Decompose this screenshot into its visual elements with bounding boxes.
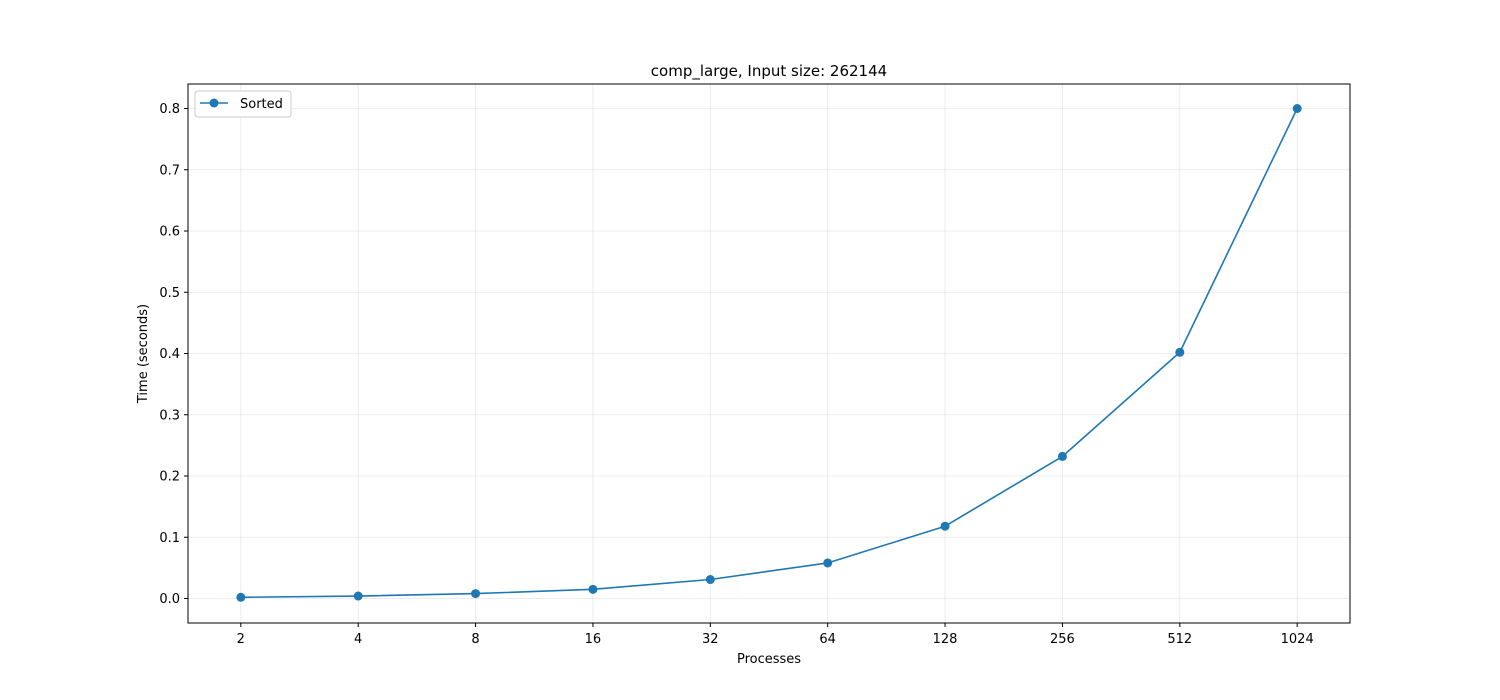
y-tick-label: 0.2 <box>159 470 180 485</box>
x-tick-label: 1024 <box>1281 632 1314 647</box>
x-tick-label: 32 <box>702 632 719 647</box>
data-point <box>236 592 246 602</box>
x-tick-label: 128 <box>933 632 958 647</box>
data-point <box>588 584 598 594</box>
data-point <box>353 591 363 601</box>
x-tick-label: 512 <box>1167 632 1192 647</box>
y-tick-label: 0.1 <box>159 531 180 546</box>
data-point <box>1057 451 1067 461</box>
data-point <box>1175 347 1185 357</box>
legend-label-sorted: Sorted <box>240 97 283 112</box>
y-tick-label: 0.4 <box>159 347 180 362</box>
series-layer <box>236 104 1302 602</box>
x-tick-label: 256 <box>1050 632 1075 647</box>
x-tick-label: 4 <box>354 632 362 647</box>
y-tick-label: 0.5 <box>159 286 180 301</box>
data-point <box>1292 104 1302 113</box>
data-point <box>705 575 715 585</box>
x-axis-ticks: 2 4 8 16 32 64 128 256 512 1024 <box>237 623 1314 647</box>
grid <box>188 84 1350 623</box>
data-point <box>823 558 833 568</box>
x-axis-label: Processes <box>737 652 801 667</box>
x-tick-label: 16 <box>585 632 602 647</box>
legend-box <box>194 90 292 118</box>
legend-marker-sorted <box>209 98 219 108</box>
series-line-sorted <box>240 107 1298 599</box>
y-tick-label: 0.6 <box>159 225 180 240</box>
y-axis-ticks: 0.0 0.1 0.2 0.3 0.4 0.5 0.6 0.7 0.8 <box>159 102 188 607</box>
x-tick-label: 8 <box>471 632 479 647</box>
data-point <box>940 521 950 531</box>
y-tick-label: 0.7 <box>159 163 180 178</box>
x-tick-label: 2 <box>237 632 245 647</box>
legend: Sorted <box>194 90 292 118</box>
chart-title: comp_large, Input size: 262144 <box>651 62 887 81</box>
y-tick-label: 0.8 <box>159 102 180 117</box>
y-axis-label: Time (seconds) <box>136 304 151 404</box>
y-tick-label: 0.3 <box>159 408 180 423</box>
x-tick-label: 64 <box>819 632 836 647</box>
data-point <box>471 589 481 599</box>
y-tick-label: 0.0 <box>159 592 180 607</box>
